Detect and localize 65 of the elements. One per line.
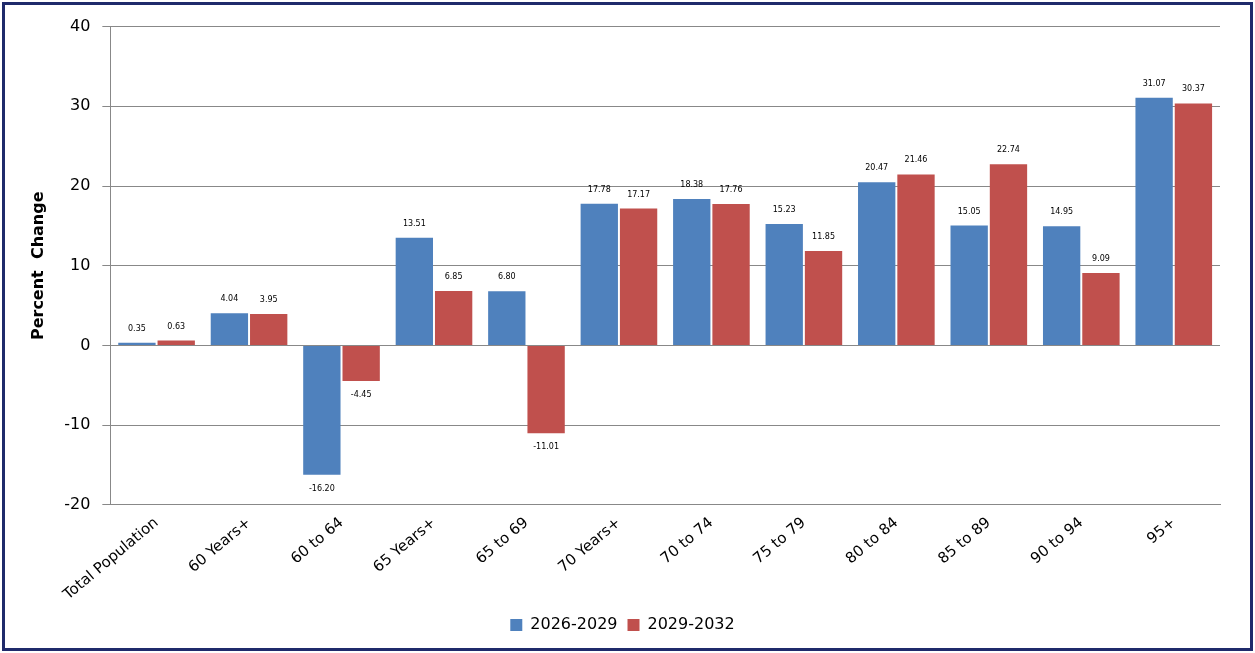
bar xyxy=(395,237,433,346)
data-label: 13.51 xyxy=(402,218,426,228)
x-tick-label: 80 to 84 xyxy=(841,513,902,568)
x-tick-label: 85 to 89 xyxy=(934,513,994,568)
bar xyxy=(157,340,195,346)
legend-label: 2026-2029 xyxy=(530,614,618,634)
x-tick-label: 75 to 79 xyxy=(749,513,809,568)
y-tick-label: -10 xyxy=(64,414,91,434)
bar xyxy=(804,251,843,346)
data-label: 0.35 xyxy=(128,323,146,333)
data-label: 17.78 xyxy=(587,184,611,194)
data-label: 14.95 xyxy=(1050,207,1074,217)
y-tick-label: 10 xyxy=(69,254,91,274)
data-label: 0.63 xyxy=(167,321,186,331)
x-tick-label: 95+ xyxy=(1143,513,1179,548)
data-label: 15.23 xyxy=(772,205,796,215)
bar xyxy=(1042,226,1081,346)
legend-label: 2029-2032 xyxy=(647,614,735,634)
data-label: -11.01 xyxy=(533,442,560,452)
data-label: 4.04 xyxy=(220,294,239,304)
data-label: 3.95 xyxy=(259,295,278,305)
y-tick-label: 40 xyxy=(69,15,91,35)
bar xyxy=(1174,103,1213,346)
data-label: 6.80 xyxy=(497,272,516,282)
y-tick-label: 0 xyxy=(80,334,91,354)
y-tick-label: 20 xyxy=(69,175,91,195)
data-label: 31.07 xyxy=(1142,78,1166,88)
x-tick-label: 70 to 74 xyxy=(656,513,717,568)
bar xyxy=(619,208,658,346)
data-label: 21.46 xyxy=(904,155,928,165)
bar xyxy=(989,164,1028,346)
bar xyxy=(303,346,341,475)
bar xyxy=(897,174,935,346)
bar xyxy=(1135,97,1173,346)
bar xyxy=(1082,273,1120,346)
x-tick-label: 65 to 69 xyxy=(471,513,532,568)
bar xyxy=(950,225,988,346)
data-label: 17.17 xyxy=(627,189,651,199)
data-label: -16.20 xyxy=(308,483,335,493)
data-label: 6.85 xyxy=(444,271,463,281)
bar xyxy=(673,198,711,346)
bar xyxy=(580,203,618,346)
bar xyxy=(210,313,249,346)
data-label: 30.37 xyxy=(1181,84,1205,94)
bar xyxy=(250,314,288,346)
bar xyxy=(858,182,896,346)
x-tick-label: 60 to 64 xyxy=(286,513,347,568)
data-label: 20.47 xyxy=(865,163,889,173)
data-label: 17.76 xyxy=(719,184,743,194)
bar xyxy=(434,290,473,346)
data-label: 9.09 xyxy=(1092,254,1110,264)
data-label: 11.85 xyxy=(812,232,835,242)
bar xyxy=(488,291,526,346)
data-label: -4.45 xyxy=(350,390,372,400)
data-label: 15.05 xyxy=(957,206,981,216)
bar xyxy=(342,346,380,381)
bar xyxy=(712,203,750,346)
bar xyxy=(527,346,565,434)
bar xyxy=(765,224,803,346)
y-tick-label: 30 xyxy=(69,95,91,115)
data-label: 22.74 xyxy=(997,145,1020,155)
y-axis-title: Percent Change xyxy=(27,191,47,341)
y-tick-label: -20 xyxy=(64,494,91,514)
data-label: 18.38 xyxy=(680,180,704,190)
x-tick-label: 90 to 94 xyxy=(1026,513,1087,568)
